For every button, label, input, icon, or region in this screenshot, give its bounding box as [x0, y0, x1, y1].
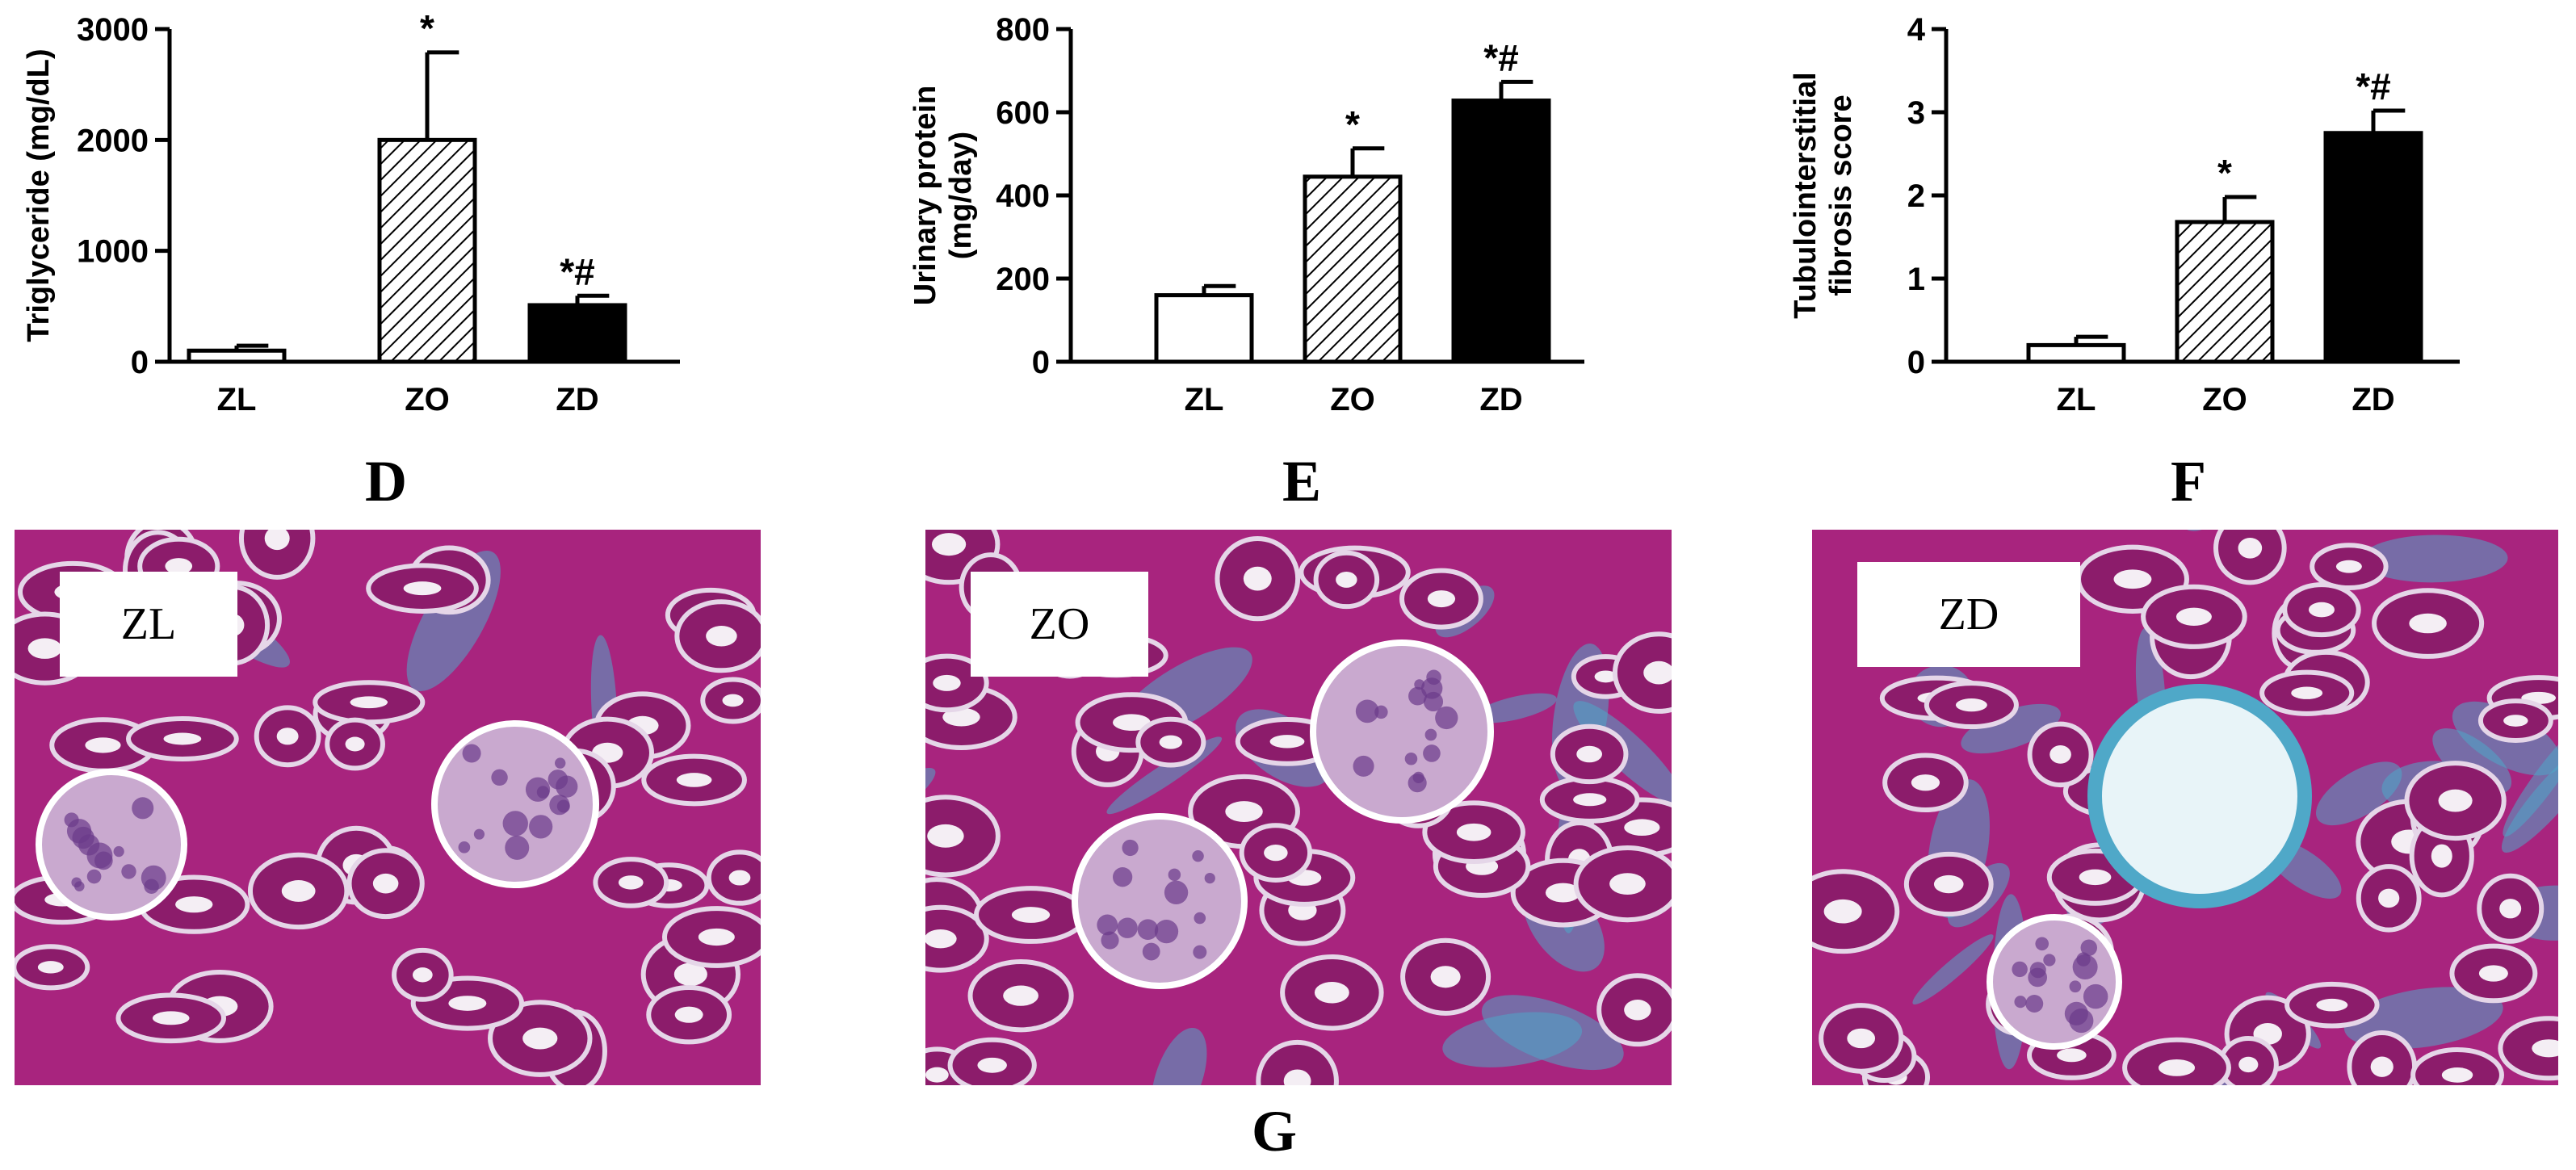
micrograph-label: ZD [1857, 562, 2080, 667]
micrograph-zd: ZD [1812, 530, 2558, 1085]
x-tick-label: ZL [217, 382, 257, 417]
significance-marker: *# [1483, 36, 1518, 78]
x-tick-label: ZD [2352, 382, 2394, 417]
y-tick-label: 2 [1907, 178, 1925, 214]
y-tick-label: 0 [1907, 345, 1925, 380]
bar-chart-1: 0 1000 2000 3000 Triglyceride (mg/dL) ZL ZO * ZD… [22, 7, 680, 417]
bar-zd [527, 303, 627, 364]
y-tick-label: 600 [996, 95, 1050, 131]
y-axis-label: Urinary protein [908, 86, 942, 305]
panel-letter-f: F [2171, 449, 2206, 514]
significance-marker: * [2217, 152, 2232, 194]
x-tick-label: ZO [2202, 382, 2247, 417]
y-axis-label: Tubulointerstitial [1789, 72, 1823, 318]
y-tick-label: 2000 [77, 123, 149, 158]
micrograph-label: ZL [60, 572, 237, 677]
panel-letter-g: G [1251, 1099, 1298, 1164]
y-tick-label: 1000 [77, 234, 149, 270]
bar-zl [187, 348, 287, 364]
y-axis-label: fibrosis score [1824, 94, 1858, 296]
x-tick-label: ZD [1479, 382, 1522, 417]
bar-chart-3: 0 1 2 3 4 Tubulointerstitial fibrosis score ZL Z… [1789, 12, 2460, 417]
significance-marker: *# [2356, 65, 2390, 107]
x-tick-label: ZD [556, 382, 598, 417]
x-tick-label: ZO [405, 382, 450, 417]
micrograph-zl: ZL [15, 530, 761, 1085]
bar-chart-2: 0 200 400 600 800 Urinary protein (mg/day) ZL ZO… [908, 12, 1584, 417]
micrograph-zo: ZO [925, 530, 1672, 1085]
panel-letter-d: D [365, 449, 407, 514]
panel-letter-e: E [1282, 449, 1322, 514]
y-tick-label: 400 [996, 178, 1050, 214]
significance-marker: *# [560, 250, 594, 292]
x-tick-label: ZO [1330, 382, 1375, 417]
bar-zd [2323, 131, 2423, 364]
y-tick-label: 3 [1907, 95, 1925, 131]
bar-zo [1303, 174, 1403, 364]
x-tick-label: ZL [1185, 382, 1224, 417]
y-tick-label: 0 [131, 345, 149, 380]
y-tick-label: 4 [1907, 12, 1926, 48]
y-tick-label: 800 [996, 12, 1050, 48]
micrograph-label: ZO [971, 572, 1148, 677]
bar-zo [377, 137, 477, 364]
significance-marker: * [420, 7, 434, 49]
significance-marker: * [1345, 103, 1360, 145]
y-axis-label: (mg/day) [944, 132, 978, 259]
y-tick-label: 1 [1907, 262, 1925, 297]
x-tick-label: ZL [2057, 382, 2096, 417]
y-tick-label: 0 [1032, 345, 1050, 380]
tissue-image [925, 530, 1672, 1085]
bar-zl [2026, 342, 2126, 364]
bar-zd [1451, 99, 1551, 364]
y-tick-label: 200 [996, 262, 1050, 297]
bar-zl [1154, 293, 1254, 364]
y-axis-label: Triglyceride (mg/dL) [22, 48, 56, 342]
bar-zo [2175, 220, 2275, 364]
y-tick-label: 3000 [77, 12, 149, 48]
